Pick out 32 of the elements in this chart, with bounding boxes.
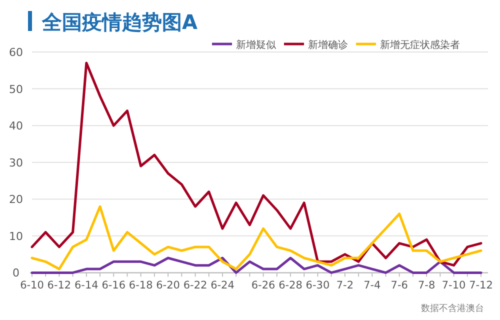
y-tick-label: 20 — [9, 193, 23, 206]
x-tick-label: 6-24 — [210, 280, 235, 292]
legend-label: 新增无症状感染者 — [380, 39, 460, 51]
x-tick-label: 6-14 — [74, 280, 99, 292]
text: 数据不含港澳台 — [421, 303, 484, 314]
line-series — [30, 205, 482, 270]
x-tick-label: 6-20 — [156, 280, 180, 292]
x-tick-label: 6-10 — [20, 280, 44, 292]
y-tick-label: 40 — [9, 120, 23, 133]
y-tick-label: 60 — [9, 46, 23, 59]
x-tick-label: 7-8 — [418, 280, 436, 292]
chart-title: 全国疫情趋势图A — [41, 10, 198, 34]
line-series — [30, 256, 482, 274]
y-tick-label: 10 — [9, 230, 23, 243]
line-series — [30, 62, 482, 267]
y-tick-label: 50 — [9, 82, 23, 96]
y-tick-label: 0 — [12, 266, 20, 280]
y-tick-label: 30 — [9, 156, 23, 170]
x-tick-label: 6-16 — [102, 280, 126, 292]
x-tick-label: 6-22 — [183, 280, 208, 292]
x-tick-label: 6-28 — [278, 280, 302, 292]
legend-label: 新增疑似 — [236, 39, 276, 51]
x-tick-label: 7-6 — [390, 280, 408, 292]
x-tick-label: 7-2 — [336, 280, 354, 292]
x-tick-label: 6-26 — [251, 280, 276, 292]
legend-label: 新增确诊 — [308, 39, 348, 51]
x-tick-label: 6-30 — [306, 280, 330, 292]
x-tick-label: 7-4 — [364, 280, 382, 292]
x-tick-label: 6-18 — [128, 280, 153, 292]
x-tick-label: 7-12 — [469, 280, 493, 292]
x-tick-label: 6-12 — [47, 280, 72, 292]
x-tick-label: 7-10 — [442, 280, 466, 292]
